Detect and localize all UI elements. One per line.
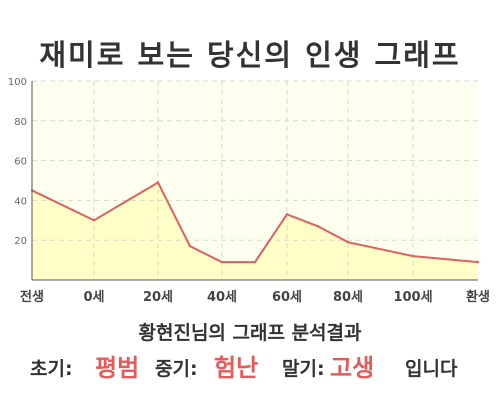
data-point: [253, 260, 257, 264]
y-tick-label: 60: [14, 157, 27, 168]
analysis-result: 초기: 평범 중기: 험난 말기: 고생 입니다: [0, 346, 500, 382]
y-tick-label: 40: [14, 196, 27, 207]
x-tick-label: 20세: [143, 290, 173, 305]
life-graph-chart: 20 40 60 80 100 전생 0세 20세 40세 60세 80세 100세 환생: [8, 77, 490, 305]
x-tick-label: 환생: [466, 289, 490, 305]
x-tick-label: 전생: [20, 289, 44, 305]
data-point: [285, 213, 289, 216]
x-tick-label: 40세: [207, 290, 237, 305]
mid-stage-value: 험난: [214, 354, 259, 382]
area-fill: [32, 182, 478, 280]
data-point: [346, 240, 350, 244]
x-tick-label: 80세: [333, 290, 363, 305]
data-point: [476, 260, 480, 264]
late-stage-value: 고생: [330, 354, 375, 382]
data-point: [220, 260, 224, 264]
data-point: [188, 244, 192, 248]
x-tick-label: 60세: [272, 290, 302, 305]
early-stage-value: 평범: [95, 354, 140, 382]
data-point: [316, 225, 320, 228]
analysis-subtitle: 황현진님의 그래프 분석결과: [138, 322, 362, 344]
result-suffix: 입니다: [405, 358, 458, 380]
late-stage-label: 말기:: [282, 358, 325, 380]
x-tick-label: 0세: [83, 290, 104, 305]
page-title: 재미로 보는 당신의 인생 그래프: [39, 38, 461, 72]
y-tick-label: 100: [8, 77, 27, 88]
data-point: [92, 219, 96, 222]
data-point: [156, 181, 160, 184]
x-tick-label: 100세: [393, 290, 432, 305]
mid-stage-label: 중기:: [155, 358, 198, 380]
y-tick-label: 20: [14, 236, 27, 247]
y-tick-label: 80: [14, 117, 27, 128]
data-point: [411, 254, 415, 258]
early-stage-label: 초기:: [30, 358, 73, 380]
